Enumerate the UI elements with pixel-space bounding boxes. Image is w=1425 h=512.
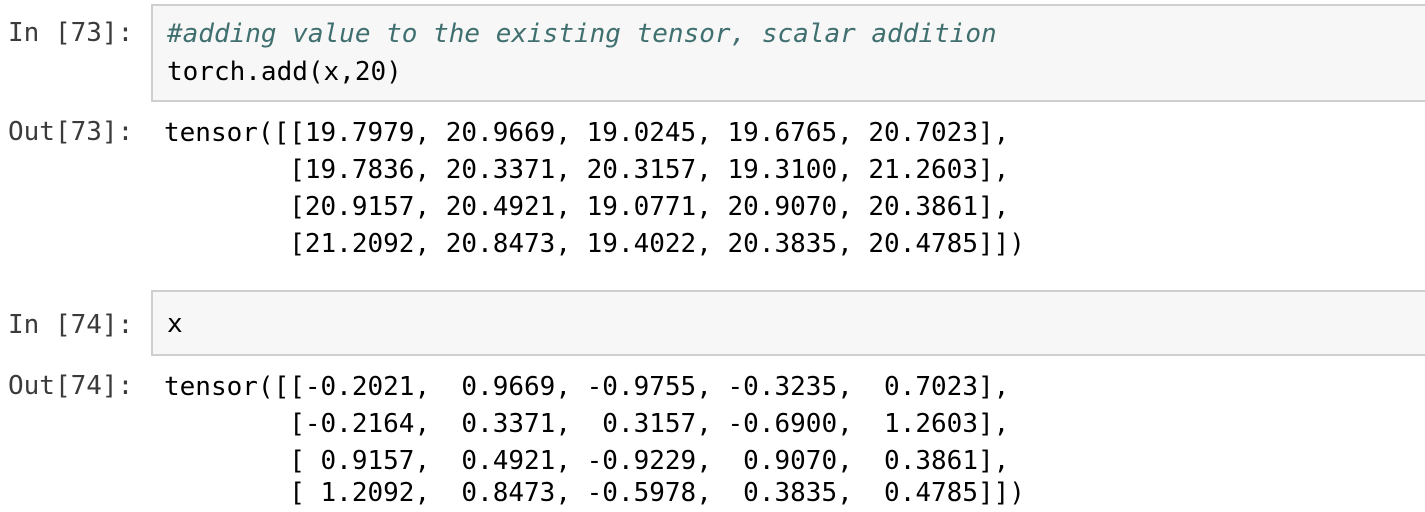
- code-input-cell-74[interactable]: x: [151, 290, 1425, 356]
- output-line: tensor([[-0.2021, 0.9669, -0.9755, -0.32…: [164, 372, 1010, 402]
- output-line: [19.7836, 20.3371, 20.3157, 19.3100, 21.…: [164, 155, 1010, 185]
- output-line: [20.9157, 20.4921, 19.0771, 20.9070, 20.…: [164, 192, 1010, 222]
- input-prompt-74: In [74]:: [8, 310, 134, 340]
- code-comment: #adding value to the existing tensor, sc…: [167, 19, 997, 49]
- code-line: x: [167, 309, 183, 339]
- output-line: [21.2092, 20.8473, 19.4022, 20.3835, 20.…: [164, 229, 1025, 259]
- output-line: [ 1.2092, 0.8473, -0.5978, 0.3835, 0.478…: [164, 478, 1025, 508]
- input-prompt-73: In [73]:: [8, 18, 134, 48]
- output-line: [-0.2164, 0.3371, 0.3157, -0.6900, 1.260…: [164, 409, 1010, 439]
- output-line: [ 0.9157, 0.4921, -0.9229, 0.9070, 0.386…: [164, 446, 1010, 476]
- output-line: tensor([[19.7979, 20.9669, 19.0245, 19.6…: [164, 118, 1010, 148]
- output-prompt-74: Out[74]:: [8, 371, 134, 401]
- output-prompt-73: Out[73]:: [8, 117, 134, 147]
- code-line: torch.add(x,20): [167, 57, 402, 87]
- code-input-cell-73[interactable]: #adding value to the existing tensor, sc…: [151, 4, 1425, 102]
